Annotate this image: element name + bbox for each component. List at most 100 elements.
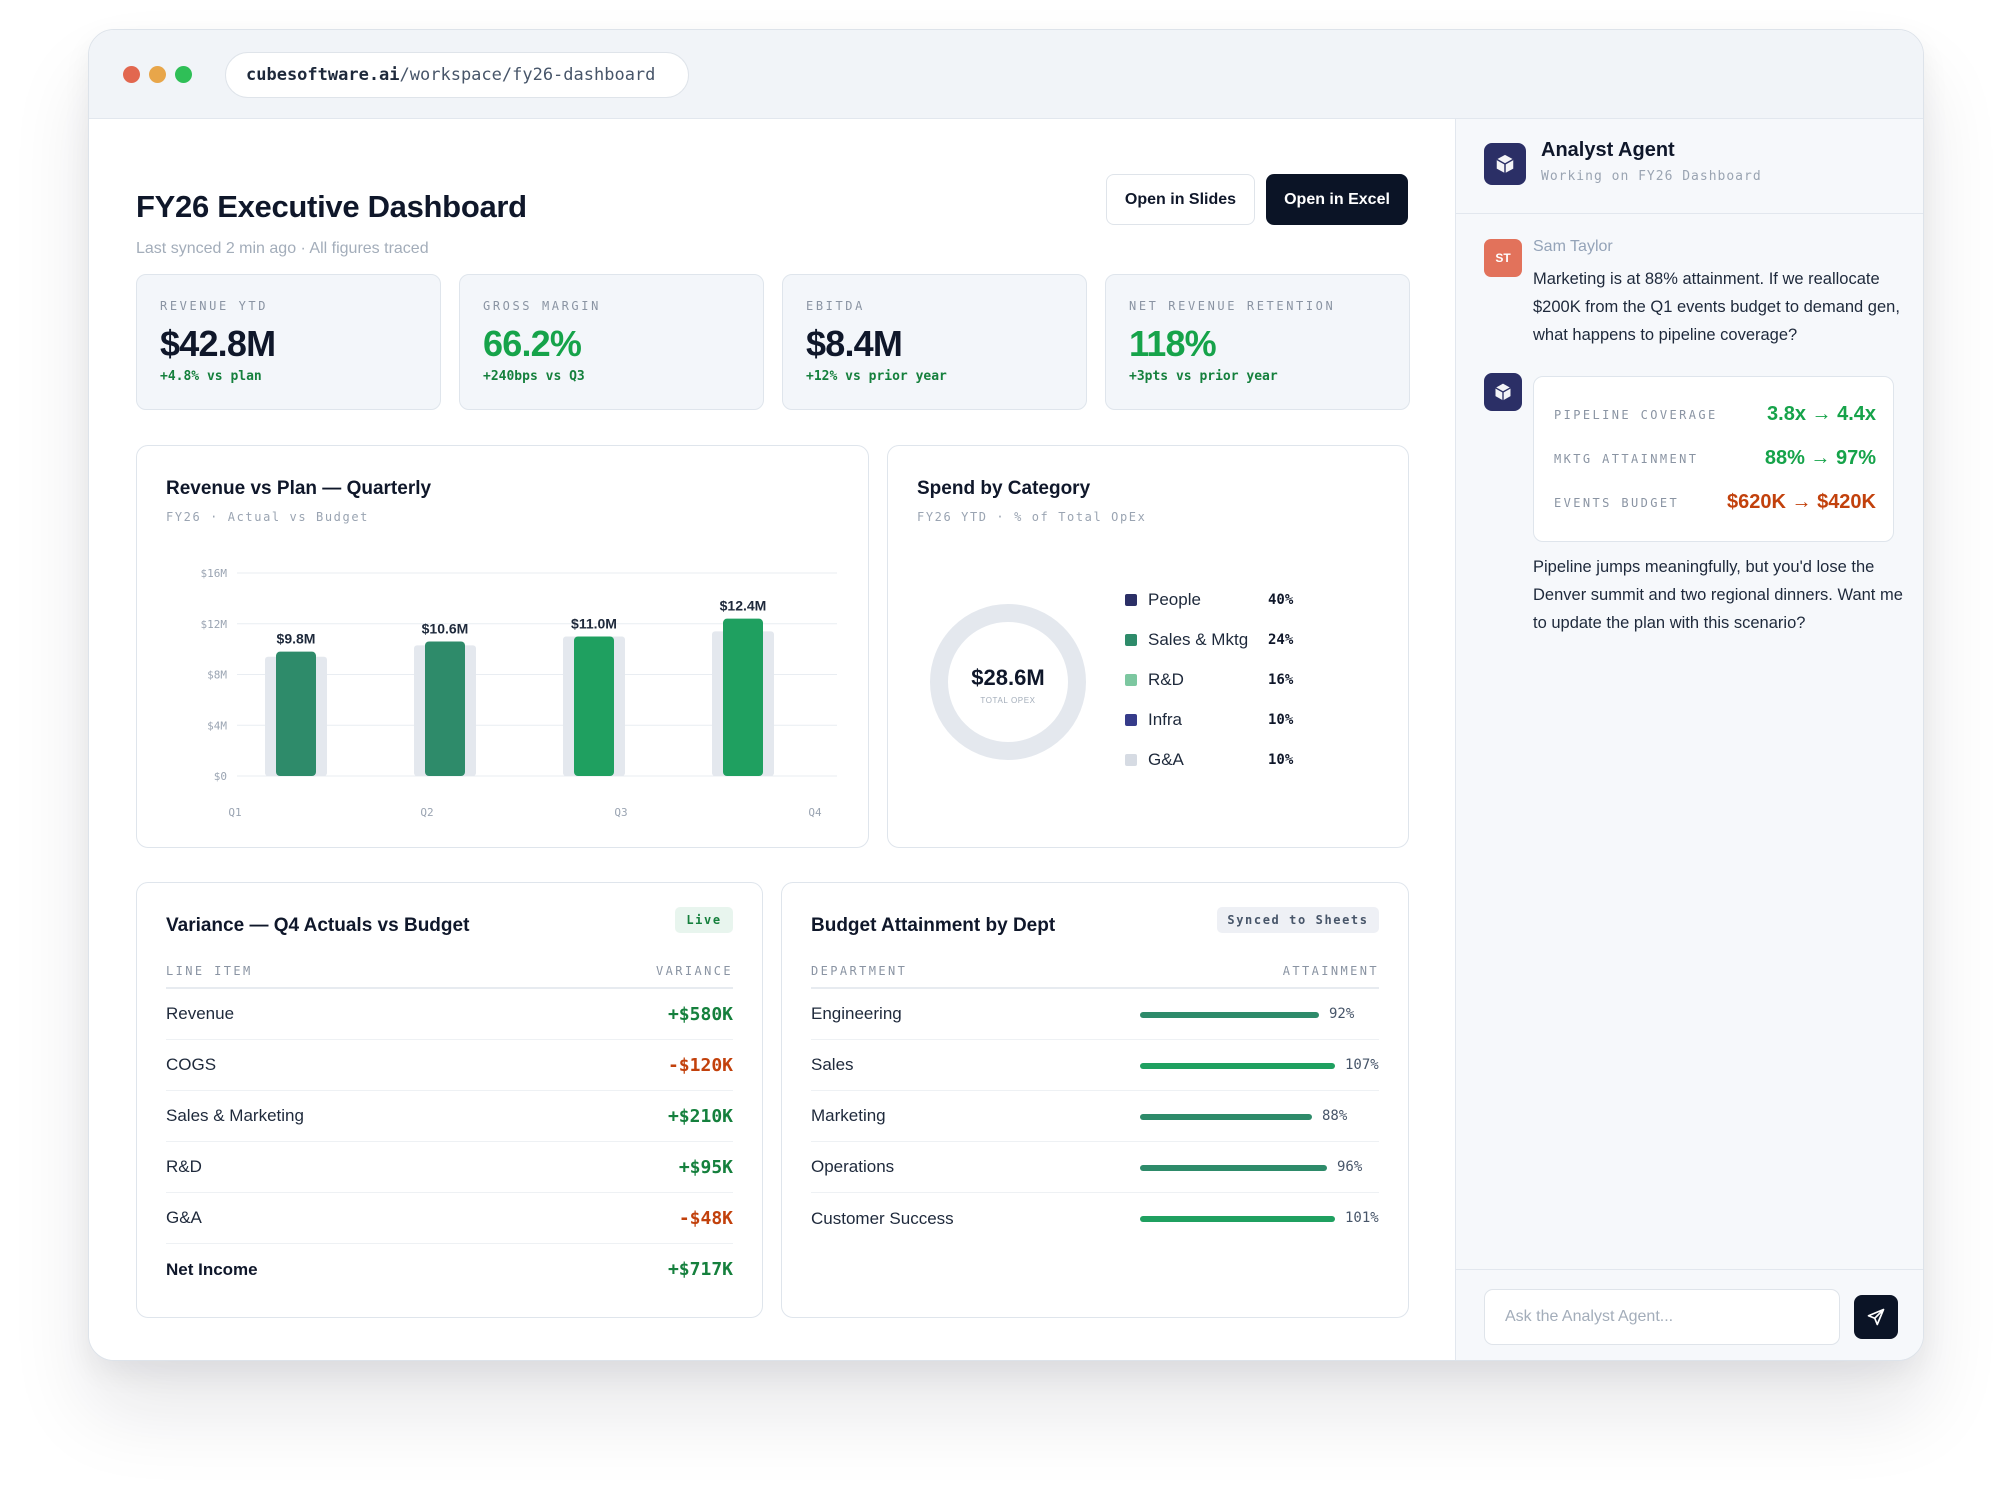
revenue-chart-card: Revenue vs Plan — Quarterly FY26 · Actua…: [136, 445, 869, 848]
agent-status: Working on FY26 Dashboard: [1541, 169, 1762, 184]
chart-subtitle: FY26 YTD · % of Total OpEx: [917, 510, 1147, 524]
kpi-label: NET REVENUE RETENTION: [1129, 299, 1336, 313]
open-in-excel-button[interactable]: Open in Excel: [1266, 174, 1408, 225]
legend-label: Sales & Mktg: [1148, 630, 1249, 649]
scenario-label: MKTG ATTAINMENT: [1554, 451, 1699, 466]
close-window-dot[interactable]: [123, 66, 140, 83]
variance-value: +$210K: [667, 1105, 733, 1127]
scenario-label: EVENTS BUDGET: [1554, 495, 1680, 510]
bar-data-label: $9.8M: [277, 631, 316, 647]
variance-value: -$48K: [678, 1207, 733, 1229]
attainment-bar: [1140, 1063, 1335, 1069]
live-badge: Live: [675, 907, 733, 933]
department-name: Sales: [811, 1055, 854, 1074]
scenario-label: PIPELINE COVERAGE: [1554, 407, 1718, 422]
table-row: Engineering: [811, 989, 1379, 1040]
kpi-card-revenue: REVENUE YTD $42.8M +4.8% vs plan: [136, 274, 441, 410]
agent-logo: [1484, 143, 1526, 185]
legend-percent: 10%: [1268, 752, 1294, 768]
table-row: Sales & Marketing +$210K: [166, 1091, 733, 1142]
user-message: Marketing is at 88% attainment. If we re…: [1533, 270, 1900, 344]
attainment-percent: 96%: [1337, 1159, 1363, 1175]
bar-data-label: $12.4M: [720, 598, 767, 614]
legend-label: Infra: [1148, 710, 1183, 729]
sync-status: Last synced 2 min ago · All figures trac…: [136, 240, 429, 257]
x-tick-label: Q1: [228, 806, 241, 819]
legend-label: People: [1148, 590, 1201, 609]
variance-value: +$717K: [667, 1259, 733, 1280]
line-item-name: COGS: [166, 1055, 217, 1074]
chart-subtitle: FY26 · Actual vs Budget: [166, 510, 369, 524]
attainment-card: Budget Attainment by Dept Synced to Shee…: [781, 882, 1409, 1318]
table-row: Net Income +$717K: [166, 1244, 733, 1295]
legend-item: People 40%: [1125, 588, 1325, 612]
scenario-row: PIPELINE COVERAGE 3.8x → 4.4x: [1554, 403, 1876, 426]
legend-item: Sales & Mktg 24%: [1125, 628, 1325, 652]
donut-ring: [930, 604, 1086, 760]
y-tick-label: $12M: [201, 618, 228, 631]
kpi-card-net-revenue-retention: NET REVENUE RETENTION 118% +3pts vs prio…: [1105, 274, 1410, 410]
kpi-label: REVENUE YTD: [160, 299, 269, 313]
agent-name: Analyst Agent: [1541, 139, 1675, 161]
kpi-delta: +240bps vs Q3: [483, 369, 585, 384]
department-name: Customer Success: [811, 1208, 954, 1228]
address-bar[interactable]: cubesoftware.ai/workspace/fy26-dashboard: [225, 52, 689, 98]
card-title: Variance — Q4 Actuals vs Budget: [166, 915, 470, 936]
line-item-name: Sales & Marketing: [166, 1106, 304, 1125]
legend-item: R&D 16%: [1125, 668, 1325, 692]
kpi-delta: +12% vs prior year: [806, 369, 947, 384]
legend-label: G&A: [1148, 750, 1184, 769]
kpi-label: EBITDA: [806, 299, 865, 313]
scenario-row: MKTG ATTAINMENT 88% → 97%: [1554, 447, 1876, 470]
chart-title: Revenue vs Plan — Quarterly: [166, 478, 432, 499]
attainment-percent: 107%: [1345, 1057, 1379, 1073]
legend-item: G&A 10%: [1125, 748, 1325, 772]
scenario-value: $620K → $420K: [1727, 491, 1876, 513]
url-path: /workspace/fy26-dashboard: [399, 65, 656, 85]
bar-data-label: $11.0M: [571, 615, 617, 631]
agent-input[interactable]: [1484, 1289, 1840, 1345]
maximize-window-dot[interactable]: [175, 66, 192, 83]
legend-percent: 24%: [1268, 632, 1294, 648]
attainment-bar: [1140, 1165, 1327, 1171]
variance-card: Variance — Q4 Actuals vs Budget Live LIN…: [136, 882, 763, 1318]
actual-bar: [425, 641, 465, 776]
table-row: R&D +$95K: [166, 1142, 733, 1193]
line-item-name: R&D: [166, 1157, 202, 1176]
actual-bar: [574, 636, 614, 776]
donut-center-value: $28.6M: [971, 665, 1045, 690]
minimize-window-dot[interactable]: [149, 66, 166, 83]
col-header-department: DEPARTMENT: [811, 964, 908, 978]
synced-badge: Synced to Sheets: [1217, 907, 1379, 933]
agent-avatar: [1484, 373, 1522, 411]
x-tick-label: Q3: [614, 806, 627, 819]
scenario-row: EVENTS BUDGET $620K → $420K: [1554, 491, 1876, 514]
donut-center-label: TOTAL OPEX: [980, 696, 1036, 705]
spend-donut-chart: [930, 604, 1086, 760]
table-row: COGS -$120K: [166, 1040, 733, 1091]
y-tick-label: $16M: [201, 567, 228, 580]
scenario-value: 3.8x → 4.4x: [1767, 403, 1876, 425]
table-row: Customer Success: [811, 1193, 1379, 1244]
kpi-card-ebitda: EBITDA $8.4M +12% vs prior year: [782, 274, 1087, 410]
attainment-bar: [1140, 1114, 1312, 1120]
legend-percent: 10%: [1268, 712, 1294, 728]
legend-swatch: [1125, 594, 1137, 606]
col-header-attainment: ATTAINMENT: [1282, 964, 1379, 978]
send-button[interactable]: [1854, 1295, 1898, 1339]
line-item-name: Net Income: [166, 1259, 258, 1279]
send-icon: [1867, 1308, 1885, 1326]
kpi-value: 66.2%: [483, 323, 582, 364]
legend-swatch: [1125, 674, 1137, 686]
x-tick-label: Q2: [420, 806, 433, 819]
x-tick-label: Q4: [808, 806, 822, 819]
page-title: FY26 Executive Dashboard: [136, 189, 527, 224]
revenue-bar-chart: $0 $4M $8M $12M $16M $9.8M Q1 $10.6M Q2 $11.0M Q3 $…: [201, 567, 837, 819]
spend-chart-card: Spend by Category FY26 YTD · % of Total …: [887, 445, 1409, 848]
cube-icon: [1496, 154, 1514, 174]
kpi-value: $8.4M: [806, 323, 903, 364]
variance-value: +$95K: [678, 1156, 733, 1178]
open-in-slides-button[interactable]: Open in Slides: [1106, 174, 1255, 225]
scenario-card: PIPELINE COVERAGE 3.8x → 4.4x MKTG ATTAI…: [1533, 376, 1894, 542]
header-divider: [811, 987, 1379, 989]
